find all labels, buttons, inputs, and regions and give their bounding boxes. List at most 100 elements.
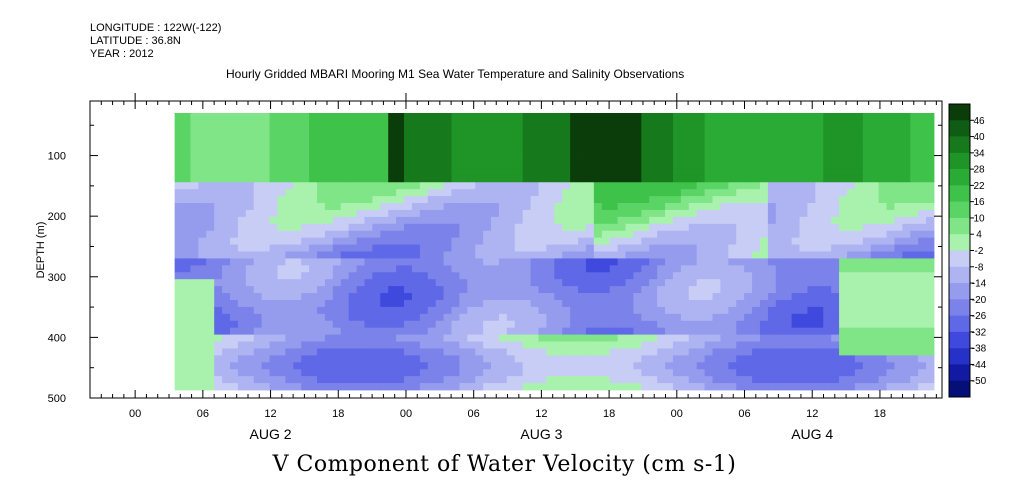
heatmap-cell: [253, 140, 263, 149]
heatmap-cell: [324, 320, 334, 329]
colorbar-label: -2: [975, 246, 984, 257]
heatmap-cell: [728, 154, 737, 162]
heatmap-cell: [783, 196, 793, 204]
heatmap-cell: [886, 140, 895, 149]
heatmap-cell: [554, 189, 563, 197]
heatmap-cell: [443, 244, 452, 252]
heatmap-cell: [332, 154, 342, 162]
heatmap-cell: [230, 140, 239, 149]
heatmap-cell: [372, 189, 381, 197]
heatmap-cell: [396, 348, 405, 356]
heatmap-cell: [483, 272, 492, 280]
heatmap-cell: [625, 113, 634, 121]
heatmap-cell: [736, 113, 745, 121]
heatmap-cell: [411, 189, 421, 197]
heatmap-cell: [759, 209, 769, 218]
heatmap-cell: [206, 175, 215, 183]
heatmap-cell: [815, 327, 824, 335]
heatmap-cell: [862, 313, 872, 322]
heatmap-cell: [799, 334, 808, 342]
heatmap-cell: [696, 237, 706, 245]
heatmap-cell: [886, 168, 895, 176]
heatmap-cell: [759, 133, 769, 142]
heatmap-cell: [451, 320, 460, 329]
heatmap-cell: [886, 119, 895, 128]
heatmap-cell: [562, 161, 571, 169]
heatmap-cell: [174, 189, 183, 197]
heatmap-cell: [688, 334, 698, 342]
heatmap-cell: [522, 133, 531, 142]
heatmap-cell: [585, 383, 595, 391]
heatmap-cell: [491, 119, 500, 128]
heatmap-cell: [807, 209, 816, 218]
heatmap-cell: [570, 369, 579, 377]
heatmap-cell: [736, 299, 745, 308]
heatmap-cell: [214, 237, 223, 245]
heatmap-cell: [839, 334, 848, 342]
heatmap-cell: [293, 355, 302, 363]
heatmap-cell: [348, 272, 357, 280]
heatmap-cell: [475, 244, 484, 252]
heatmap-cell: [222, 182, 231, 190]
heatmap-cell: [696, 196, 706, 204]
heatmap-cell: [665, 320, 674, 329]
heatmap-cell: [791, 196, 800, 204]
heatmap-cell: [491, 147, 500, 155]
heatmap-cell: [443, 154, 452, 162]
heatmap-cell: [696, 258, 706, 266]
heatmap-cell: [839, 362, 848, 370]
heatmap-cell: [506, 113, 516, 121]
heatmap-cell: [641, 293, 650, 301]
heatmap-cell: [625, 265, 634, 273]
heatmap-cell: [522, 258, 531, 266]
heatmap-cell: [498, 306, 508, 315]
heatmap-cell: [324, 327, 334, 335]
heatmap-cell: [293, 348, 302, 356]
heatmap-cell: [633, 203, 642, 211]
heatmap-cell: [688, 265, 698, 273]
heatmap-cell: [182, 154, 191, 162]
heatmap-cell: [245, 161, 255, 169]
heatmap-cell: [522, 362, 531, 370]
heatmap-cell: [396, 334, 405, 342]
heatmap-cell: [404, 355, 413, 363]
heatmap-cell: [601, 383, 611, 391]
heatmap-cell: [237, 272, 247, 280]
heatmap-cell: [641, 154, 650, 162]
heatmap-cell: [854, 272, 864, 280]
heatmap-cell: [775, 223, 785, 232]
heatmap-cell: [625, 320, 634, 329]
heatmap-cell: [641, 369, 650, 377]
heatmap-cell: [388, 196, 397, 204]
heatmap-cell: [206, 237, 215, 245]
heatmap-cell: [182, 286, 191, 294]
heatmap-cell: [459, 362, 468, 370]
heatmap-cell: [483, 196, 492, 204]
heatmap-cell: [585, 327, 595, 335]
heatmap-cell: [245, 126, 255, 135]
heatmap-cell: [364, 286, 373, 294]
heatmap-cell: [902, 306, 911, 315]
heatmap-cell: [190, 244, 199, 252]
heatmap-cell: [340, 348, 350, 356]
heatmap-cell: [609, 237, 618, 245]
heatmap-cell: [206, 126, 215, 135]
heatmap-cell: [222, 196, 231, 204]
heatmap-cell: [720, 341, 729, 349]
heatmap-cell: [364, 313, 373, 322]
heatmap-cell: [475, 209, 484, 218]
heatmap-cell: [839, 265, 848, 273]
heatmap-cell: [601, 161, 611, 169]
heatmap-cell: [324, 369, 334, 377]
heatmap-cell: [206, 244, 215, 252]
heatmap-cell: [926, 230, 935, 239]
heatmap-cell: [704, 216, 713, 225]
heatmap-cell: [198, 355, 207, 363]
heatmap-cell: [364, 147, 373, 155]
heatmap-cell: [854, 341, 864, 349]
heatmap-cell: [427, 265, 437, 273]
heatmap-cell: [198, 161, 207, 169]
heatmap-cell: [530, 265, 539, 273]
heatmap-cell: [728, 244, 737, 252]
heatmap-cell: [230, 341, 239, 349]
